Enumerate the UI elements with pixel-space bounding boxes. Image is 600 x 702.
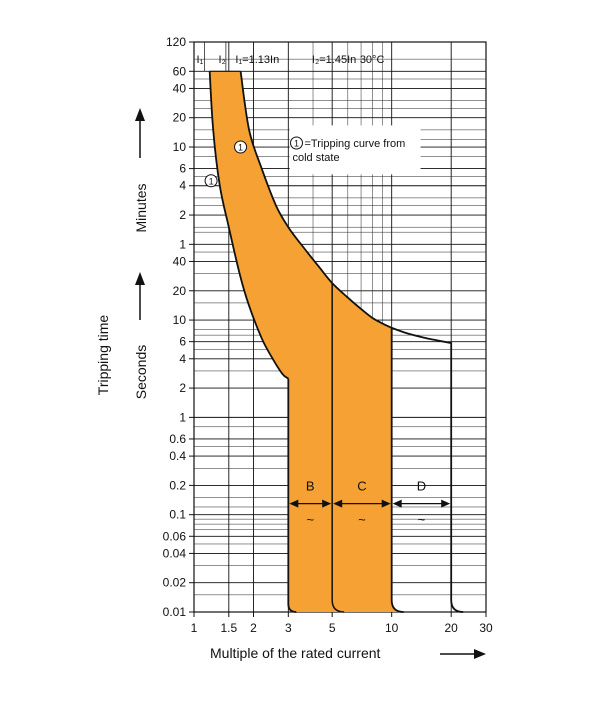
y-tick-label: 4	[179, 179, 186, 193]
x-tick-label: 2	[250, 621, 257, 635]
y-tick-label: 60	[173, 64, 187, 78]
y-tick-label: 10	[173, 140, 187, 154]
y-axis-seconds-label: Seconds	[133, 345, 149, 399]
y-tick-label: 0.2	[169, 478, 186, 492]
band-b-right-edge	[331, 283, 345, 613]
band-label: B	[306, 478, 315, 493]
band-arrow-left	[333, 499, 343, 508]
marker-circle	[234, 140, 248, 154]
legend-marker-label: 1	[294, 139, 299, 149]
x-tick-label: 30	[479, 621, 493, 635]
header-label: I₁=1.13In	[235, 54, 279, 66]
upper-curve	[239, 71, 393, 329]
band-arrow-left	[392, 499, 402, 508]
curve-layer	[208, 70, 464, 613]
marker-label: 1	[209, 176, 214, 186]
cold-state-marker: 1	[234, 140, 248, 154]
y-tick-label: 2	[179, 381, 186, 395]
band-tilde: ~	[418, 512, 426, 527]
band-b-annotation: B~	[289, 478, 332, 527]
y-tick-label: 0.04	[163, 546, 187, 560]
cold-state-marker: 1	[204, 174, 218, 188]
y-tick-labels: 120 60 40 20 10 6 4 2 1 40 20 10 6 4 2 1 0.6 0.4 0.2 0.1 0.0…	[163, 35, 187, 619]
band-label: D	[417, 478, 426, 493]
legend-text-line: cold state	[293, 152, 340, 164]
x-tick-label: 5	[329, 621, 336, 635]
band-b-left-edge	[287, 378, 297, 613]
header-label: 30°C	[360, 54, 385, 66]
upper-curve-d	[391, 327, 464, 613]
y-tick-label: 0.01	[163, 605, 187, 619]
band-arrow-right	[322, 499, 332, 508]
minutes-arrow	[135, 108, 145, 158]
y-tick-label: 0.1	[169, 508, 186, 522]
marker-label: 1	[238, 143, 243, 153]
area-layer	[209, 71, 404, 613]
legend-marker	[290, 136, 304, 150]
x-tick-label: 1	[191, 621, 198, 635]
band-arrow-left	[289, 499, 299, 508]
y-axis-minutes-label: Minutes	[133, 183, 149, 232]
y-tick-label: 40	[173, 254, 187, 268]
y-tick-label: 2	[179, 208, 186, 222]
x-tick-label: 10	[385, 621, 399, 635]
x-tick-label: 1.5	[220, 621, 237, 635]
x-tick-labels: 1 1.5 2 3 5 10 20 30	[191, 621, 493, 635]
lower-curve	[208, 71, 289, 380]
band-tilde: ~	[358, 512, 366, 527]
y-tick-label: 1	[179, 410, 186, 424]
tripping-band-fill	[209, 71, 404, 613]
legend-background	[289, 125, 421, 175]
y-tick-label: 20	[173, 284, 187, 298]
y-tick-label: 40	[173, 81, 187, 95]
y-axis-label: Tripping time	[95, 315, 111, 396]
y-tick-label: 20	[173, 111, 187, 125]
band-c-right-edge	[390, 327, 404, 613]
y-tick-label: 0.4	[169, 449, 186, 463]
x-tick-label: 20	[445, 621, 459, 635]
legend: 1 =Tripping curve from cold state	[290, 136, 406, 164]
seconds-arrow	[135, 272, 145, 320]
y-tick-label: 6	[179, 162, 186, 176]
x-tick-label: 3	[285, 621, 292, 635]
header-label: I₂	[218, 54, 225, 66]
marker-circle	[204, 174, 218, 188]
header-label: I₁	[197, 54, 204, 66]
legend-text-line: =Tripping curve from	[305, 138, 406, 150]
band-tilde: ~	[306, 512, 314, 527]
header-label: I₂=1.45In	[312, 54, 356, 66]
y-tick-label: 1	[179, 237, 186, 251]
x-axis-arrow	[440, 649, 486, 659]
band-label: C	[357, 478, 366, 493]
band-arrow-right	[441, 499, 451, 508]
band-d-annotation: D~	[392, 478, 451, 527]
y-tick-label: 0.06	[163, 529, 187, 543]
y-tick-label: 10	[173, 313, 187, 327]
y-tick-label: 0.6	[169, 432, 186, 446]
band-c-annotation: C~	[333, 478, 391, 527]
x-axis-label: Multiple of the rated current	[210, 645, 381, 661]
y-tick-label: 6	[179, 335, 186, 349]
y-tick-label: 4	[179, 352, 186, 366]
y-tick-label: 120	[166, 35, 186, 49]
band-arrow-right	[381, 499, 391, 508]
y-tick-label: 0.02	[163, 576, 187, 590]
